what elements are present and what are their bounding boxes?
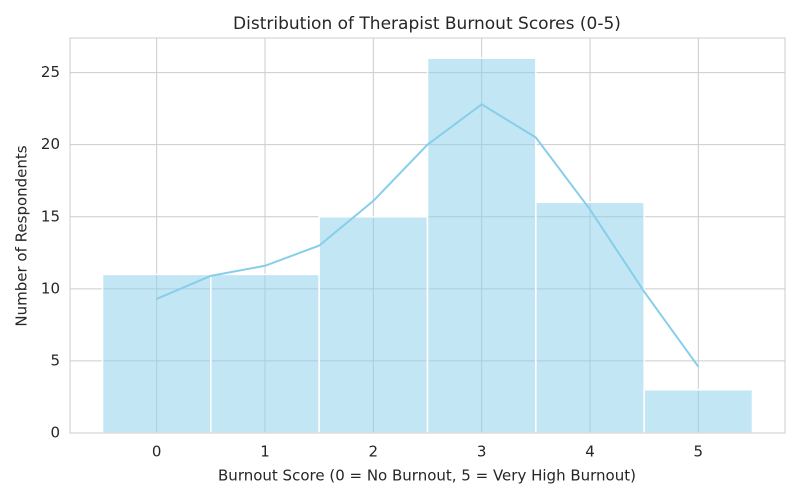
bar bbox=[535, 201, 645, 434]
x-tick-label: 0 bbox=[152, 443, 162, 461]
bar bbox=[101, 273, 212, 434]
y-tick-label: 5 bbox=[50, 351, 60, 369]
y-tick-label: 25 bbox=[41, 63, 60, 81]
bar bbox=[210, 273, 320, 434]
x-tick-label: 1 bbox=[260, 443, 270, 461]
y-tick-label: 10 bbox=[41, 279, 60, 297]
kde-line bbox=[156, 103, 700, 368]
x-tick-label: 3 bbox=[477, 443, 487, 461]
x-axis-label: Burnout Score (0 = No Burnout, 5 = Very … bbox=[218, 467, 636, 485]
x-tick-label: 4 bbox=[585, 443, 595, 461]
bar bbox=[426, 57, 537, 434]
y-tick-label: 0 bbox=[50, 424, 60, 442]
x-tick-label: 2 bbox=[369, 443, 379, 461]
bar bbox=[318, 216, 429, 434]
y-tick-label: 20 bbox=[41, 135, 60, 153]
bar bbox=[643, 389, 754, 434]
chart-title: Distribution of Therapist Burnout Scores… bbox=[233, 14, 621, 34]
y-axis-label: Number of Respondents bbox=[13, 145, 31, 326]
y-tick-label: 15 bbox=[41, 207, 60, 225]
x-tick-label: 5 bbox=[694, 443, 704, 461]
plot-frame bbox=[69, 37, 786, 434]
